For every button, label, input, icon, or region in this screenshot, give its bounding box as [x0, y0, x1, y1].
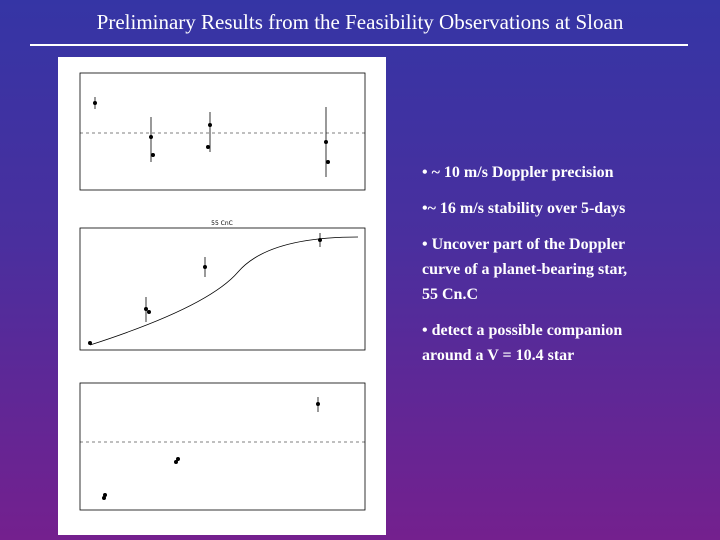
figure: 55 CnC [58, 57, 386, 535]
plot-frames [79, 72, 366, 511]
bullet-line: • ~ 10 m/s Doppler precision [422, 164, 614, 181]
bullet: • ~ 10 m/s Doppler precision [422, 160, 712, 185]
figure-background [58, 57, 386, 535]
panel-label: 55 CnC [211, 220, 233, 227]
bullet-line: • Uncover part of the Doppler [422, 236, 626, 253]
fit-curve [89, 236, 359, 346]
bullet-line: •~ 16 m/s stability over 5-days [422, 200, 626, 217]
bullet-line: curve of a planet-bearing star, [422, 261, 628, 278]
bullet-line: • detect a possible companion [422, 322, 623, 339]
title-rule [30, 44, 688, 46]
bullet: • detect a possible companion around a V … [422, 318, 712, 368]
bullet-line: 55 Cn.C [422, 286, 479, 303]
bullet: •~ 16 m/s stability over 5-days [422, 196, 712, 221]
bullet: • Uncover part of the Doppler curve of a … [422, 232, 712, 307]
slide-title: Preliminary Results from the Feasibility… [96, 10, 624, 34]
bullet-list: • ~ 10 m/s Doppler precision •~ 16 m/s st… [422, 160, 712, 379]
data-points [87, 97, 330, 500]
bullet-line: around a V = 10.4 star [422, 347, 575, 364]
